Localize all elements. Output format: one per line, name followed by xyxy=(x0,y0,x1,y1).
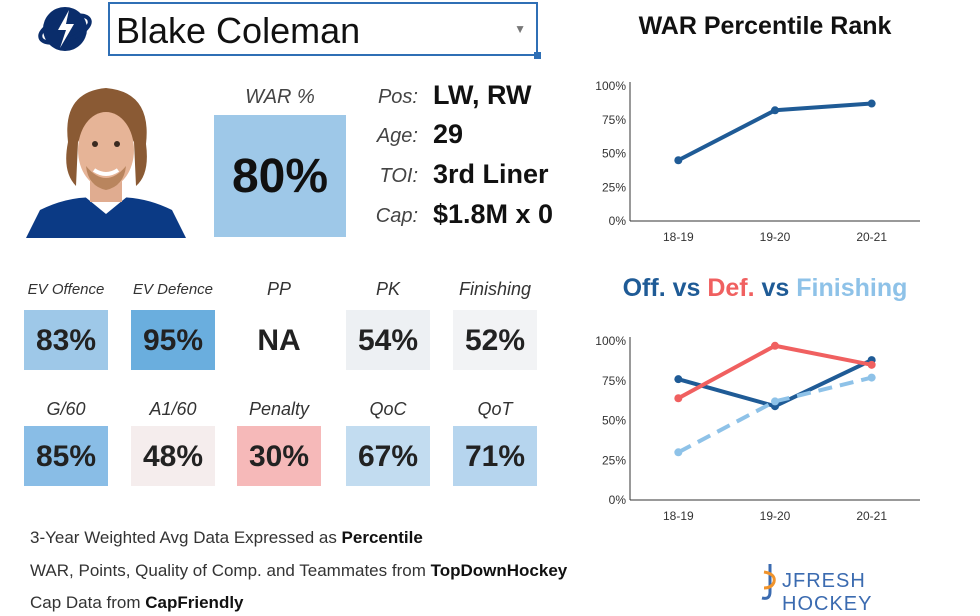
off-def-finishing-chart: 0% 25% 50% 75% 100% 18-19 19-20 20-21 xyxy=(595,334,920,523)
x-tick-label: 18-19 xyxy=(663,230,694,244)
metric-value-pk: 54% xyxy=(357,324,419,357)
metric-value-ev-offence: 83% xyxy=(35,324,97,357)
toi-value: 3rd Liner xyxy=(433,159,549,189)
metric-box-qoc: 67% xyxy=(346,426,430,486)
footer-line-3-text: Cap Data from xyxy=(30,593,146,612)
metric-box-penalty: 30% xyxy=(237,426,321,486)
player-photo xyxy=(22,82,190,238)
metric-label-finishing: Finishing xyxy=(458,279,532,299)
metric-label-ev-offence: EV Offence xyxy=(27,281,105,298)
y-tick-label: 100% xyxy=(595,79,626,93)
footer-line-3-bold: CapFriendly xyxy=(145,593,244,612)
metric-value-qoc: 67% xyxy=(357,440,419,473)
x-tick-label: 19-20 xyxy=(760,509,791,523)
age-label: Age: xyxy=(376,125,418,147)
metric-label-penalty: Penalty xyxy=(248,399,310,419)
metric-label-pk: PK xyxy=(375,279,400,299)
war-percent-box: 80% xyxy=(214,115,346,237)
metric-box-g60: 85% xyxy=(24,426,108,486)
metric-value-ev-defence: 95% xyxy=(142,324,204,357)
chevron-down-icon[interactable]: ▼ xyxy=(514,22,526,36)
pos-label: Pos: xyxy=(377,86,418,108)
cap-value: $1.8M x 0 xyxy=(433,199,554,229)
brand-text: JFRESH HOCKEY xyxy=(782,570,873,615)
metric-box-ev-defence: 95% xyxy=(131,310,215,370)
metric-box-pp: NA xyxy=(237,310,321,370)
brand-logo: JFRESH HOCKEY xyxy=(756,562,946,615)
metric-box-pk: 54% xyxy=(346,310,430,370)
brand-mark-icon xyxy=(761,564,776,600)
y-tick-label: 25% xyxy=(602,180,626,194)
metric-value-finishing: 52% xyxy=(464,324,526,357)
metric-value-a160: 48% xyxy=(142,440,204,473)
metric-box-qot: 71% xyxy=(453,426,537,486)
toi-label: TOI: xyxy=(379,165,418,187)
footer-line-2: WAR, Points, Quality of Comp. and Teamma… xyxy=(30,561,567,581)
metric-label-a160: A1/60 xyxy=(149,399,197,419)
age-value: 29 xyxy=(433,119,464,149)
player-name: Blake Coleman xyxy=(116,10,361,51)
cap-label: Cap: xyxy=(375,205,418,227)
footer-line-1-bold: Percentile xyxy=(341,528,423,547)
y-tick-label: 25% xyxy=(602,453,626,467)
metric-value-penalty: 30% xyxy=(248,440,310,473)
footer-line-2-bold: TopDownHockey xyxy=(430,561,568,580)
war-label: WAR % xyxy=(245,86,315,108)
y-tick-label: 50% xyxy=(602,147,626,161)
y-tick-label: 0% xyxy=(609,214,627,228)
chart-2-title: Off. vs Def. vs Finishing xyxy=(600,274,930,303)
chart-1-title: WAR Percentile Rank xyxy=(638,12,892,40)
chart-2-title-vs-2: vs xyxy=(754,274,797,302)
metric-value-g60: 85% xyxy=(35,440,97,473)
war-value: 80% xyxy=(231,150,329,203)
chart-2-title-finishing: Finishing xyxy=(796,274,908,302)
data-point xyxy=(867,373,876,382)
war-percentile-chart: 0% 25% 50% 75% 100% 18-19 19-20 20-21 xyxy=(595,79,920,244)
metric-label-qot: QoT xyxy=(477,399,513,419)
x-tick-label: 20-21 xyxy=(856,230,887,244)
pos-value: LW, RW xyxy=(433,80,532,110)
team-logo xyxy=(36,4,94,54)
x-tick-label: 19-20 xyxy=(760,230,791,244)
data-point xyxy=(771,397,779,406)
metric-value-qot: 71% xyxy=(464,440,526,473)
data-point xyxy=(867,360,876,369)
footer-line-1: 3-Year Weighted Avg Data Expressed as Pe… xyxy=(30,528,423,548)
footer-line-1-text: 3-Year Weighted Avg Data Expressed as xyxy=(30,528,342,547)
data-point xyxy=(867,99,876,108)
chart-2-title-vs-1: vs xyxy=(665,274,708,302)
footer-line-2-text: WAR, Points, Quality of Comp. and Teamma… xyxy=(30,561,431,580)
chart-2-title-def: Def. xyxy=(707,274,755,302)
data-point xyxy=(674,448,683,457)
resize-handle[interactable] xyxy=(534,52,541,59)
y-tick-label: 75% xyxy=(602,113,626,127)
footer-line-3: Cap Data from CapFriendly xyxy=(30,593,244,613)
metric-box-finishing: 52% xyxy=(453,310,537,370)
metric-label-ev-defence: EV Defence xyxy=(132,281,214,298)
data-point xyxy=(674,394,683,403)
metric-box-ev-offence: 83% xyxy=(24,310,108,370)
data-point xyxy=(771,341,779,350)
data-point xyxy=(674,375,683,384)
player-select-dropdown[interactable]: Blake Coleman ▼ xyxy=(108,2,541,59)
data-point xyxy=(674,156,683,165)
data-point xyxy=(771,106,779,115)
x-tick-label: 18-19 xyxy=(663,509,694,523)
y-tick-label: 0% xyxy=(609,493,627,507)
y-tick-label: 100% xyxy=(595,334,626,348)
chart-2-title-off: Off. xyxy=(622,274,666,302)
metric-label-pp: PP xyxy=(266,279,291,299)
metric-value-pp: NA xyxy=(257,324,301,357)
metric-box-a160: 48% xyxy=(131,426,215,486)
y-tick-label: 50% xyxy=(602,414,626,428)
y-tick-label: 75% xyxy=(602,374,626,388)
metric-label-qoc: QoC xyxy=(369,399,407,419)
metric-label-g60: G/60 xyxy=(46,399,86,419)
x-tick-label: 20-21 xyxy=(856,509,887,523)
